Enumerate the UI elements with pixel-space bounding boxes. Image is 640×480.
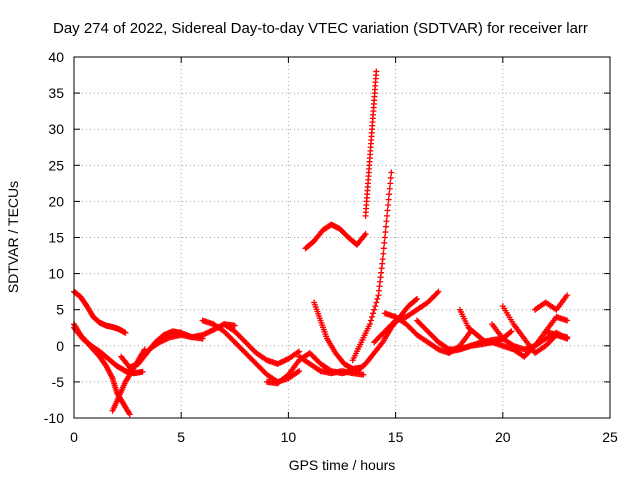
data-point bbox=[435, 288, 442, 295]
y-tick-label: 5 bbox=[56, 302, 64, 318]
data-point bbox=[379, 256, 386, 263]
series-15 bbox=[371, 288, 442, 346]
series-14 bbox=[354, 295, 421, 375]
data-point bbox=[564, 317, 571, 324]
data-point bbox=[387, 174, 394, 181]
data-point bbox=[382, 229, 389, 236]
data-point bbox=[385, 202, 392, 209]
x-tick-label: 10 bbox=[281, 429, 297, 445]
data-point bbox=[296, 368, 303, 375]
data-point bbox=[383, 218, 390, 225]
data-point bbox=[360, 371, 367, 378]
data-point bbox=[444, 345, 451, 352]
y-tick-label: -10 bbox=[44, 410, 64, 426]
chart-title: Day 274 of 2022, Sidereal Day-to-day VTE… bbox=[53, 20, 588, 37]
series-23 bbox=[531, 292, 571, 313]
data-point bbox=[373, 68, 380, 75]
y-tick-label: 15 bbox=[48, 230, 64, 246]
data-point bbox=[384, 207, 391, 214]
data-point bbox=[386, 191, 393, 198]
data-point bbox=[385, 196, 392, 203]
data-point bbox=[382, 223, 389, 230]
series-24 bbox=[542, 328, 571, 342]
data-point bbox=[384, 212, 391, 219]
data-point bbox=[316, 367, 323, 374]
data-point bbox=[370, 310, 377, 317]
x-tick-label: 15 bbox=[388, 429, 404, 445]
data-point bbox=[386, 185, 393, 192]
x-tick-label: 0 bbox=[70, 429, 78, 445]
axis-ticks: 0 5 10 15 20 25 -10 -5 0 5 10 15 20 25 30 35 40 bbox=[44, 49, 618, 445]
x-tick-label: 5 bbox=[177, 429, 185, 445]
series-7 bbox=[221, 321, 303, 367]
y-tick-label: 35 bbox=[48, 85, 64, 101]
data-point bbox=[380, 245, 387, 252]
series-13 bbox=[349, 169, 395, 364]
series-10 bbox=[302, 221, 369, 252]
y-axis-label: SDTVAR / TECUs bbox=[5, 181, 21, 293]
data-point bbox=[372, 303, 379, 310]
y-tick-label: 0 bbox=[56, 338, 64, 354]
data-point bbox=[387, 180, 394, 187]
x-axis-label: GPS time / hours bbox=[289, 457, 396, 473]
y-tick-label: 40 bbox=[48, 49, 64, 65]
x-tick-label: 25 bbox=[602, 429, 618, 445]
data-point bbox=[564, 335, 571, 342]
data-point bbox=[294, 349, 301, 356]
data-point bbox=[388, 169, 395, 176]
y-tick-label: 30 bbox=[48, 121, 64, 137]
data-point bbox=[126, 411, 133, 418]
data-point bbox=[294, 368, 301, 375]
data-point bbox=[284, 372, 291, 379]
data-point bbox=[296, 348, 303, 355]
y-tick-label: 25 bbox=[48, 157, 64, 173]
data-point bbox=[231, 322, 238, 329]
y-tick-label: 10 bbox=[48, 266, 64, 282]
data-point bbox=[412, 296, 419, 303]
data-point bbox=[367, 317, 374, 324]
y-tick-label: 20 bbox=[48, 193, 64, 209]
data-point bbox=[371, 306, 378, 313]
series-0 bbox=[71, 288, 129, 336]
data-point bbox=[373, 299, 380, 306]
data-point bbox=[362, 230, 369, 237]
x-tick-label: 20 bbox=[495, 429, 511, 445]
data-point bbox=[380, 250, 387, 257]
data-point bbox=[374, 295, 381, 302]
data-point bbox=[414, 295, 421, 302]
grid bbox=[74, 57, 610, 418]
data-point bbox=[139, 368, 146, 375]
data-point bbox=[507, 329, 514, 336]
data-point bbox=[369, 313, 376, 320]
series-11 bbox=[362, 68, 380, 219]
data-point bbox=[381, 234, 388, 241]
data-point bbox=[564, 292, 571, 299]
data-point bbox=[508, 328, 515, 335]
series-9 bbox=[296, 353, 367, 378]
y-tick-label: -5 bbox=[52, 374, 65, 390]
data-point bbox=[122, 329, 129, 336]
series-19 bbox=[456, 306, 515, 346]
data-point bbox=[552, 305, 559, 312]
data-points bbox=[71, 68, 571, 418]
data-point bbox=[366, 321, 373, 328]
data-point bbox=[381, 239, 388, 246]
